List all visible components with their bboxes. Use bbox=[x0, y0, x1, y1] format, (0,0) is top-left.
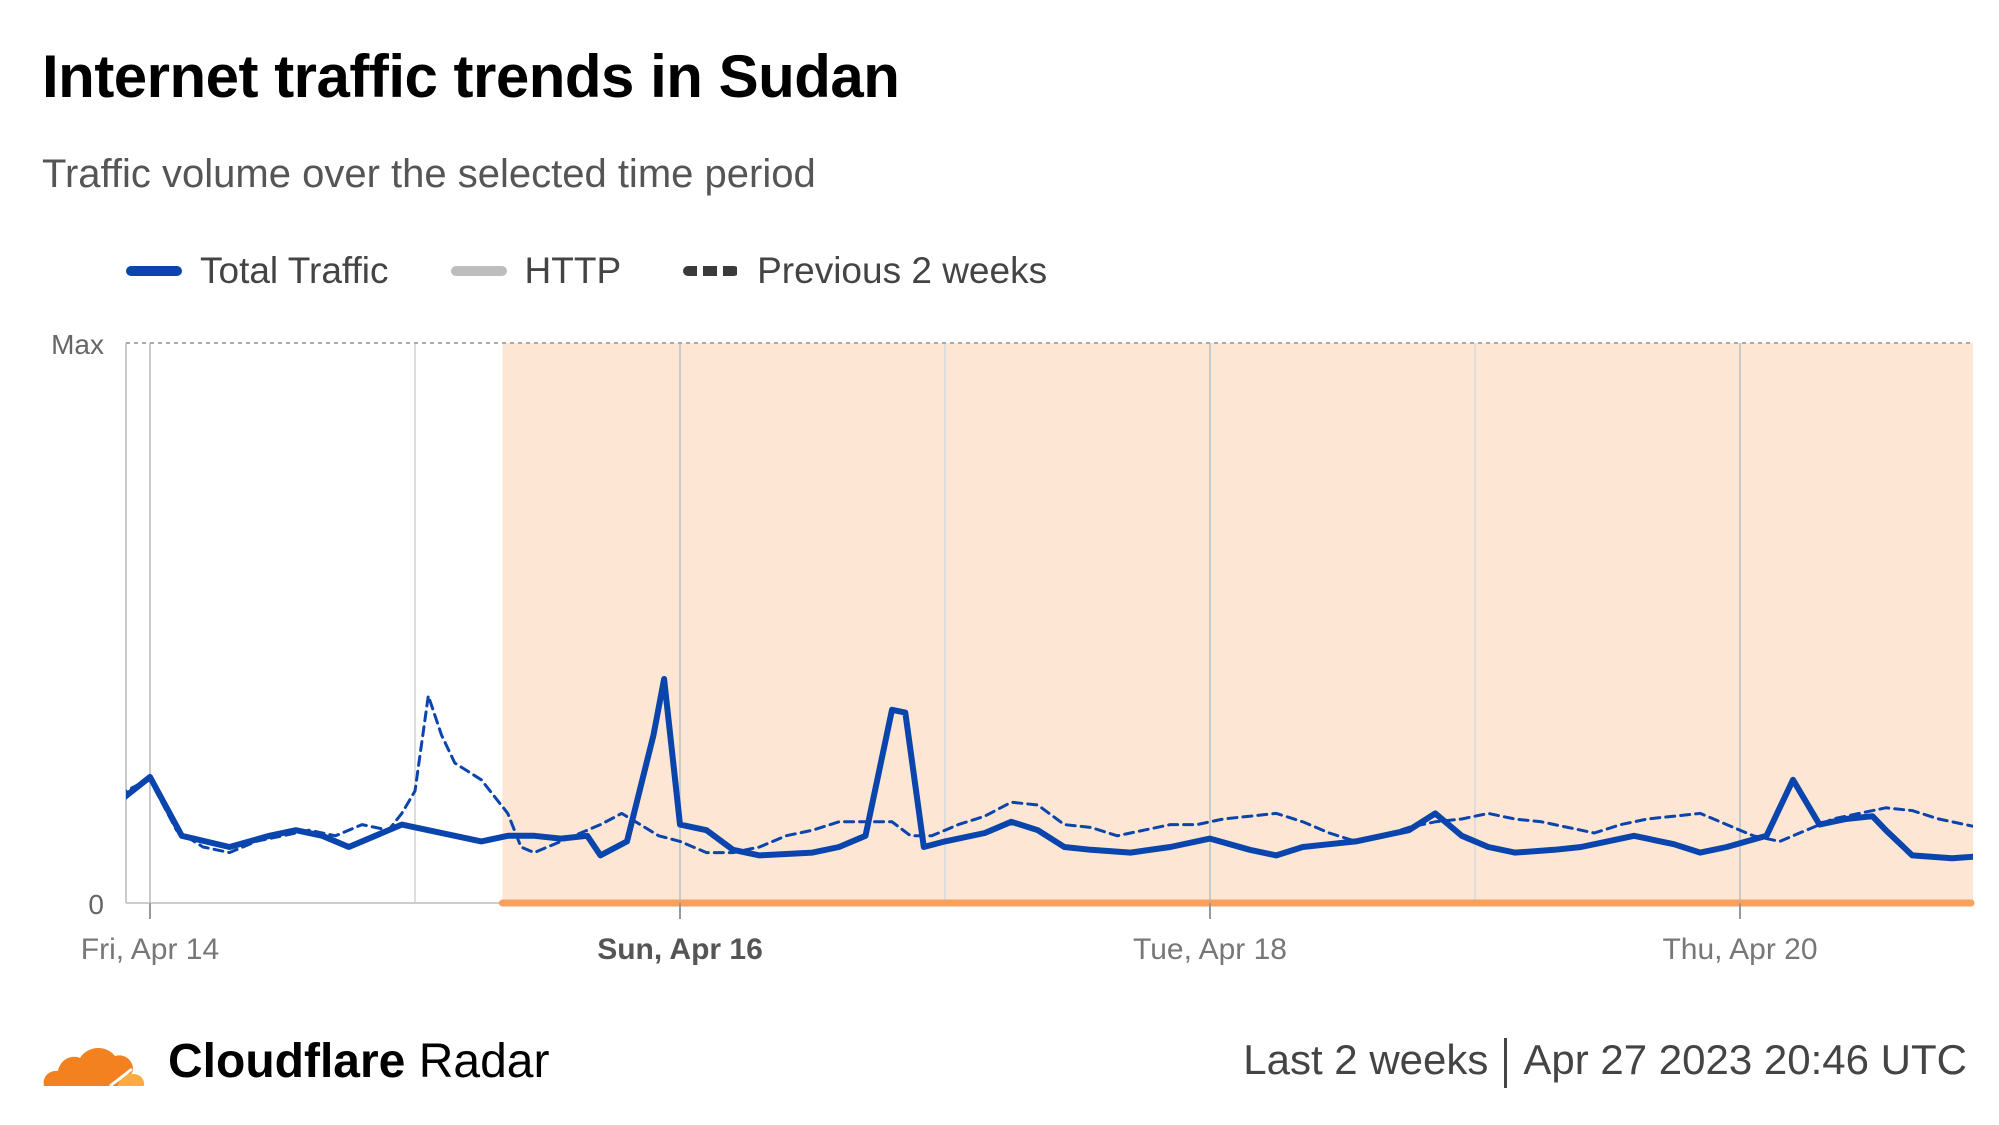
brand-light: Radar bbox=[418, 1035, 550, 1088]
legend-label: Total Traffic bbox=[200, 250, 389, 291]
legend-label: HTTP bbox=[524, 250, 622, 291]
legend-item-total-traffic[interactable]: Total Traffic bbox=[126, 250, 389, 292]
cloudflare-radar-logo: Cloudflare Radar bbox=[40, 1034, 549, 1089]
brand-name: Cloudflare Radar bbox=[168, 1034, 549, 1089]
footer-meta: Last 2 weeks Apr 27 2023 20:46 UTC bbox=[1243, 1036, 1967, 1088]
x-tick-label: Fri, Apr 14 bbox=[81, 933, 219, 966]
footer-divider bbox=[1504, 1037, 1508, 1088]
chart-legend: Total Traffic HTTP Previous 2 weeks bbox=[126, 250, 1109, 292]
series-total-traffic bbox=[126, 676, 1973, 862]
page-title: Internet traffic trends in Sudan bbox=[42, 43, 900, 110]
page-subtitle: Traffic volume over the selected time pe… bbox=[42, 152, 816, 196]
legend-swatch-http bbox=[450, 266, 507, 276]
legend-item-http[interactable]: HTTP bbox=[450, 250, 622, 292]
series-previous-2-weeks bbox=[126, 694, 1973, 855]
legend-swatch-dashed bbox=[683, 266, 740, 276]
legend-label: Previous 2 weeks bbox=[757, 250, 1048, 291]
timestamp: Apr 27 2023 20:46 UTC bbox=[1523, 1036, 1967, 1083]
y-label-max: Max bbox=[51, 329, 104, 360]
highlight-region bbox=[502, 343, 1974, 903]
cloudflare-cloud-icon bbox=[43, 1047, 145, 1087]
x-tick-label: Thu, Apr 20 bbox=[1662, 933, 1817, 966]
legend-swatch-solid bbox=[126, 266, 182, 276]
time-period: Last 2 weeks bbox=[1243, 1036, 1489, 1083]
x-tick-label: Sun, Apr 16 bbox=[597, 933, 763, 966]
legend-item-previous-2-weeks[interactable]: Previous 2 weeks bbox=[683, 250, 1047, 292]
y-label-zero: 0 bbox=[88, 889, 104, 920]
brand-bold: Cloudflare bbox=[168, 1035, 406, 1088]
x-tick-label: Tue, Apr 18 bbox=[1133, 933, 1287, 966]
